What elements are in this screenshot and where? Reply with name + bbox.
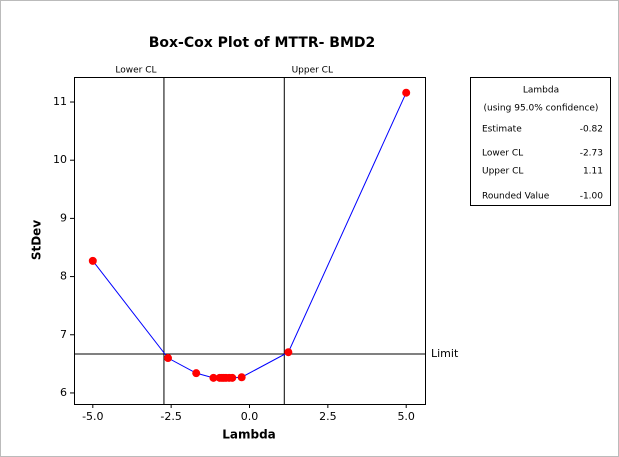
info-title: Lambda xyxy=(523,86,559,96)
info-subtitle: (using 95.0% confidence) xyxy=(484,104,599,114)
x-axis-label: Lambda xyxy=(222,428,276,442)
info-row-value: -0.82 xyxy=(580,125,603,135)
info-box xyxy=(470,77,611,206)
point xyxy=(228,373,237,382)
info-row-label: Lower CL xyxy=(482,149,523,159)
y-tick-label: 11 xyxy=(53,95,67,108)
x-tick-label: -5.0 xyxy=(82,410,103,423)
x-tick-label: 2.5 xyxy=(319,410,337,423)
y-tick-label: 9 xyxy=(60,211,67,224)
y-axis-label: StDev xyxy=(30,220,44,260)
ci-label: Upper CL xyxy=(292,66,333,76)
info-row-label: Estimate xyxy=(482,125,522,135)
x-tick-label: -2.5 xyxy=(160,410,181,423)
point xyxy=(237,373,246,382)
point xyxy=(209,373,218,382)
point xyxy=(284,348,293,357)
point xyxy=(402,88,411,97)
info-row-value: -1.00 xyxy=(580,192,604,202)
limit-label: Limit xyxy=(431,347,459,360)
chart-title: Box-Cox Plot of MTTR- BMD2 xyxy=(149,35,376,51)
y-tick-label: 6 xyxy=(60,386,67,399)
info-row-value: 1.11 xyxy=(583,167,603,177)
point xyxy=(88,256,97,265)
info-row-label: Rounded Value xyxy=(482,192,550,202)
info-row-value: -2.73 xyxy=(580,149,603,159)
point xyxy=(192,369,201,378)
y-tick-label: 8 xyxy=(60,270,67,283)
point xyxy=(164,354,173,363)
x-tick-label: 5.0 xyxy=(397,410,415,423)
y-tick-label: 7 xyxy=(60,328,67,341)
x-tick-label: 0.0 xyxy=(241,410,259,423)
y-tick-label: 10 xyxy=(53,153,67,166)
plot-area xyxy=(74,77,426,405)
ci-label: Lower CL xyxy=(115,66,156,76)
info-row-label: Upper CL xyxy=(482,167,523,177)
